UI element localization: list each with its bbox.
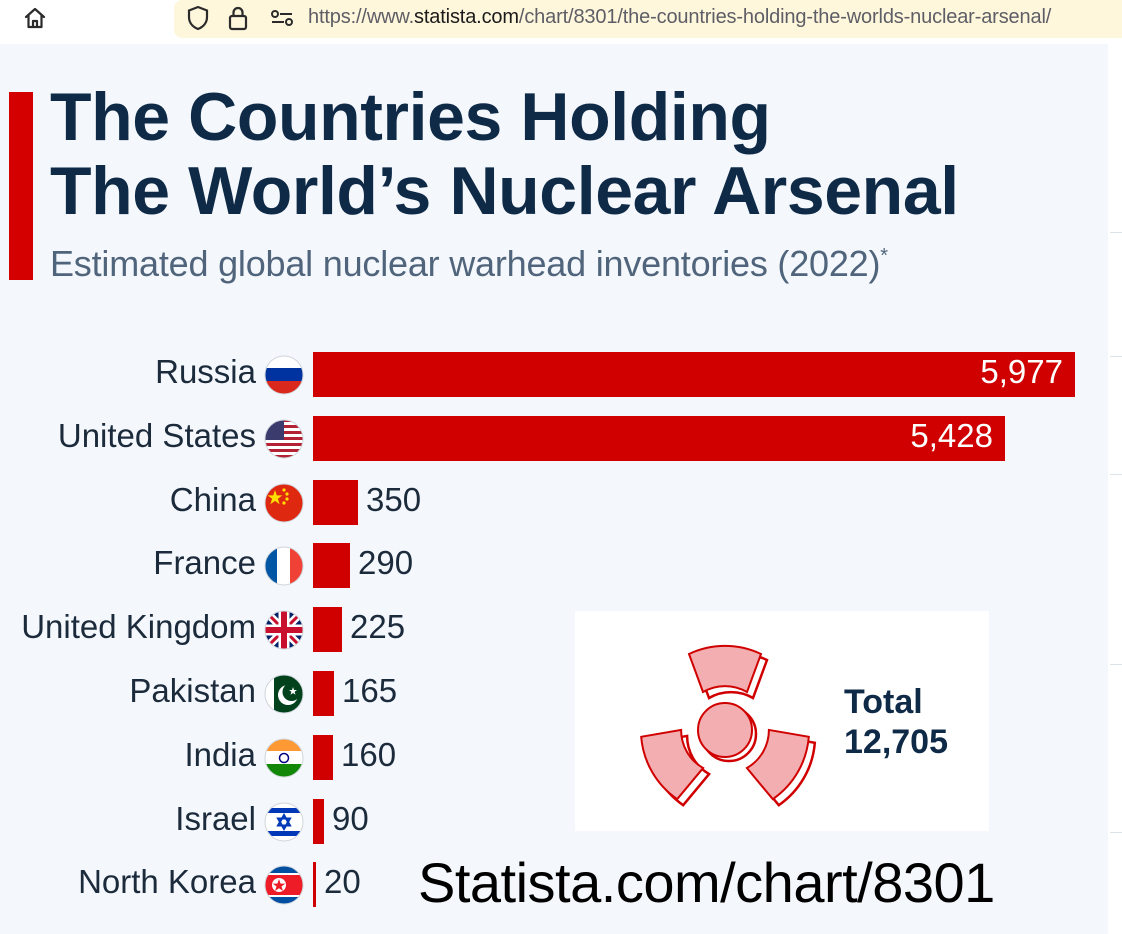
chart-title-line-1: The Countries Holding	[50, 79, 771, 155]
address-bar[interactable]: https://www.statista.com/chart/8301/the-…	[174, 0, 1122, 38]
url-path: /chart/8301/the-countries-holding-the-wo…	[518, 6, 1052, 28]
total-label: Total	[844, 683, 923, 721]
home-icon[interactable]	[18, 3, 52, 33]
bar	[313, 479, 358, 525]
url-domain: statista.com	[414, 6, 519, 28]
browser-toolbar: https://www.statista.com/chart/8301/the-…	[0, 0, 1122, 38]
value-label: 165	[342, 672, 398, 709]
permissions-icon[interactable]	[268, 5, 296, 31]
category-label: United States	[57, 416, 256, 454]
flag-icon	[264, 738, 304, 778]
bar	[313, 862, 316, 908]
chart-title-line-2: The World’s Nuclear Arsenal	[50, 153, 959, 229]
category-label: North Korea	[78, 863, 256, 901]
bar	[313, 798, 324, 844]
flag-icon	[264, 674, 304, 714]
url-prefix: https://www.	[308, 6, 415, 28]
bar	[313, 607, 342, 653]
value-label: 5,428	[910, 416, 993, 454]
shield-icon[interactable]	[184, 5, 212, 31]
url-text[interactable]: https://www.statista.com/chart/8301/the-…	[308, 6, 1051, 29]
flag-icon	[264, 610, 304, 650]
flag-icon	[264, 865, 304, 905]
value-label: 350	[366, 480, 422, 518]
flag-icon	[264, 483, 304, 523]
flag-icon	[264, 802, 304, 842]
total-box	[575, 611, 989, 831]
category-label: China	[169, 480, 256, 518]
category-label: Pakistan	[129, 672, 256, 709]
source-watermark: Statista.com/chart/8301	[418, 851, 995, 914]
category-label: France	[153, 544, 256, 582]
value-label: 5,977	[980, 353, 1063, 390]
bar	[313, 415, 1005, 461]
value-label: 225	[350, 608, 406, 646]
total-value: 12,705	[844, 723, 948, 761]
value-label: 290	[358, 544, 414, 582]
chart-title: The Countries Holding The World’s Nuclea…	[50, 80, 1050, 228]
bar	[313, 671, 334, 716]
category-label: India	[184, 735, 256, 773]
chart-subtitle-text: Estimated global nuclear warhead invento…	[50, 243, 881, 284]
footnote-mark: *	[880, 245, 888, 267]
chart-subtitle: Estimated global nuclear warhead invento…	[50, 243, 888, 285]
bar	[313, 543, 350, 589]
flag-icon	[264, 546, 304, 586]
bar	[313, 352, 1075, 397]
value-label: 90	[332, 799, 369, 837]
title-accent-bar	[9, 92, 33, 280]
radiation-icon	[640, 644, 817, 807]
value-label: 160	[341, 735, 397, 773]
category-label: Israel	[175, 799, 256, 837]
flag-icon	[264, 355, 304, 395]
category-label: Russia	[155, 353, 256, 390]
bar	[313, 734, 333, 780]
page-edge	[1110, 44, 1122, 934]
flag-icon	[264, 419, 304, 459]
lock-icon[interactable]	[224, 5, 252, 31]
value-label: 20	[324, 863, 361, 901]
category-label: United Kingdom	[21, 608, 256, 646]
